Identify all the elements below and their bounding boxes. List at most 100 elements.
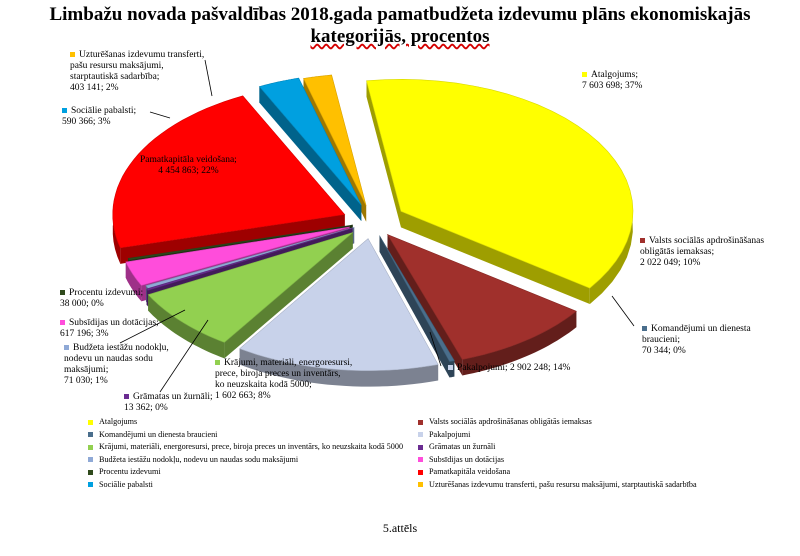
legend-label: Sociālie pabalsti: [99, 479, 153, 489]
pie-slice-komandejumi-un-dienesta-braucieni: [379, 235, 455, 378]
legend-swatch: [418, 444, 423, 450]
legend-item-krajumi-materiali-energoresursi-prece-bi: Krājumi, materiāli, energoresursi, prece…: [88, 441, 418, 454]
slice-wall: [379, 235, 450, 378]
label-text: 403 141; 2%: [70, 83, 119, 93]
legend-row: Atalgojums Valsts sociālās apdrošināšanas…: [88, 416, 748, 429]
slice-wall: [387, 234, 463, 376]
label-marker: [70, 52, 75, 58]
legend-item-gramatas-un-zurnali: Grāmatas un žurnāli: [418, 441, 748, 454]
data-label-pamatkapitala-veidosana: Pamatkapitāla veidošana; 4 454 863; 22%: [140, 155, 237, 177]
legend-swatch: [418, 457, 423, 463]
slice-top: [145, 227, 355, 289]
legend-row: Budžeta iestāžu nodokļu, nodevu un nauda…: [88, 454, 748, 467]
slice-top: [112, 95, 346, 249]
title-line-1: Limbažu novada pašvaldības 2018.gada pam…: [49, 4, 751, 25]
slice-side: [366, 79, 633, 305]
legend-item-uzturesanas-izdevumu-transferti-pasu-res: Uzturēšanas izdevumu transferti, pašu re…: [418, 479, 748, 492]
legend-swatch: [88, 457, 93, 463]
data-label-komandejumi-un-dienesta-braucieni: Komandējumi un dienesta braucieni; 70 344;…: [642, 324, 751, 357]
pie-slice-atalgojums: [366, 78, 634, 305]
slice-side: [146, 289, 148, 307]
data-label-valsts-socialas-apdrosinasanas-obligatas: Valsts sociālās apdrošināšanas obligātās …: [640, 236, 764, 269]
leader-line: [204, 59, 213, 97]
slice-side: [148, 294, 225, 359]
legend-label: Procentu izdevumi: [99, 467, 161, 477]
legend-label: Valsts sociālās apdrošināšanas obligātās…: [429, 417, 592, 427]
data-label-uzturesanas-izdevumu-transferti-pasu-res: Uzturēšanas izdevumu transferti, pašu res…: [70, 50, 204, 94]
legend-swatch: [88, 419, 93, 425]
label-text: 71 030; 1%: [64, 376, 108, 386]
data-label-krajumi-materiali-energoresursi-prece-bi: Krājumi, materiāli, energoresursi, prece,…: [215, 358, 352, 402]
legend-row: Komandējumi un dienesta braucieni Pakalpo…: [88, 429, 748, 442]
data-label-subsidijas-un-dotacijas: Subsīdijas un dotācijas; 617 196; 3%: [60, 318, 159, 340]
slice-top: [146, 227, 353, 291]
data-label-atalgojums: Atalgojums; 7 603 698; 37%: [582, 70, 642, 92]
label-marker: [448, 365, 453, 371]
legend-label: Pakalpojumi: [429, 429, 471, 439]
label-text: pašu resursu maksājumi,: [70, 61, 164, 71]
legend-label: Komandējumi un dienesta braucieni: [99, 429, 218, 439]
legend-item-budzeta-iestazu-nodoklu-nodevu-un-naudas: Budžeta iestāžu nodokļu, nodevu un nauda…: [88, 454, 418, 467]
label-text: Budžeta iestāžu nodokļu,: [73, 343, 169, 353]
label-text: Sociālie pabalsti;: [71, 106, 137, 116]
leader-line: [119, 309, 186, 344]
leader-line: [159, 319, 209, 393]
label-marker: [215, 360, 220, 366]
slice-top: [366, 78, 634, 289]
label-text: Grāmatas un žurnāli;: [133, 392, 213, 402]
legend-label: Pamatkapitāla veidošana: [429, 467, 511, 477]
label-marker: [60, 320, 65, 326]
label-text: Komandējumi un dienesta: [651, 324, 751, 334]
data-label-budzeta-iestazu-nodoklu-nodevu-un-naudas: Budžeta iestāžu nodokļu, nodevu un naudas…: [64, 343, 169, 387]
label-text: 13 362; 0%: [124, 403, 168, 413]
slice-top: [379, 235, 455, 362]
legend-item-socialie-pabalsti: Sociālie pabalsti: [88, 479, 418, 492]
legend-label: Grāmatas un žurnāli: [429, 442, 496, 452]
data-label-pakalpojumi: Pakalpojumi; 2 902 248; 14%: [448, 363, 570, 374]
data-label-gramatas-un-zurnali: Grāmatas un žurnāli; 13 362; 0%: [124, 392, 213, 414]
pie-slice-valsts-socialas-apdrosinasanas-obligatas: [386, 233, 577, 376]
legend-label: Subsīdijas un dotācijas: [429, 454, 505, 464]
slice-top: [147, 232, 353, 343]
slice-top: [239, 238, 439, 371]
slice-top: [258, 77, 362, 206]
legend-swatch: [88, 432, 93, 438]
slice-wall: [400, 211, 590, 305]
legend-swatch: [418, 482, 423, 488]
pie-slice-pamatkapitala-veidosana: [112, 95, 346, 264]
legend-item-subsidijas-un-dotacijas: Subsīdijas un dotācijas: [418, 454, 748, 467]
chart-title: Limbažu novada pašvaldības 2018.gada pam…: [0, 4, 800, 48]
data-label-socialie-pabalsti: Sociālie pabalsti; 590 366; 3%: [62, 106, 136, 128]
label-text: Valsts sociālās apdrošināšanas: [649, 236, 765, 246]
legend-swatch: [418, 419, 423, 425]
slice-wall: [366, 80, 401, 228]
legend-label: Atalgojums: [99, 417, 138, 427]
pie-slice-krajumi-materiali-energoresursi-prece-bi: [147, 232, 353, 359]
label-marker: [640, 238, 645, 244]
legend-item-valsts-socialas-apdrosinasanas-obligatas: Valsts sociālās apdrošināšanas obligātās…: [418, 416, 748, 429]
chart-legend: Atalgojums Valsts sociālās apdrošināšanas…: [88, 416, 748, 491]
slice-side: [239, 348, 439, 387]
figure-caption: 5.attēls: [382, 521, 418, 535]
slice-top: [127, 224, 353, 261]
label-marker: [124, 394, 129, 400]
legend-label: Budžeta iestāžu nodokļu, nodevu un nauda…: [99, 454, 299, 464]
label-text: Krājumi, materiāli, energoresursi,: [224, 358, 353, 368]
title-line-2: kategorijās, procentos: [310, 26, 490, 47]
legend-item-atalgojums: Atalgojums: [88, 416, 418, 429]
legend-row: Procentu izdevumi Pamatkapitāla veidošana: [88, 466, 748, 479]
label-text: Pakalpojumi; 2 902 248; 14%: [457, 363, 571, 373]
leader-line: [149, 111, 171, 119]
data-label-procentu-izdevumi: Procentu izdevumi; 38 000; 0%: [60, 288, 143, 310]
label-text: 7 603 698; 37%: [582, 81, 643, 91]
label-text: 617 196; 3%: [60, 329, 109, 339]
legend-label: Krājumi, materiāli, energoresursi, prece…: [99, 442, 404, 452]
leader-line: [611, 295, 635, 327]
label-text: Pamatkapitāla veidošana;: [140, 155, 237, 165]
label-text: 70 344; 0%: [642, 346, 686, 356]
legend-item-komandejumi-un-dienesta-braucieni: Komandējumi un dienesta braucieni: [88, 429, 418, 442]
legend-row: Krājumi, materiāli, energoresursi, prece…: [88, 441, 748, 454]
label-text: 2 022 049; 10%: [640, 258, 701, 268]
label-text: Uzturēšanas izdevumu transferti,: [79, 50, 205, 60]
